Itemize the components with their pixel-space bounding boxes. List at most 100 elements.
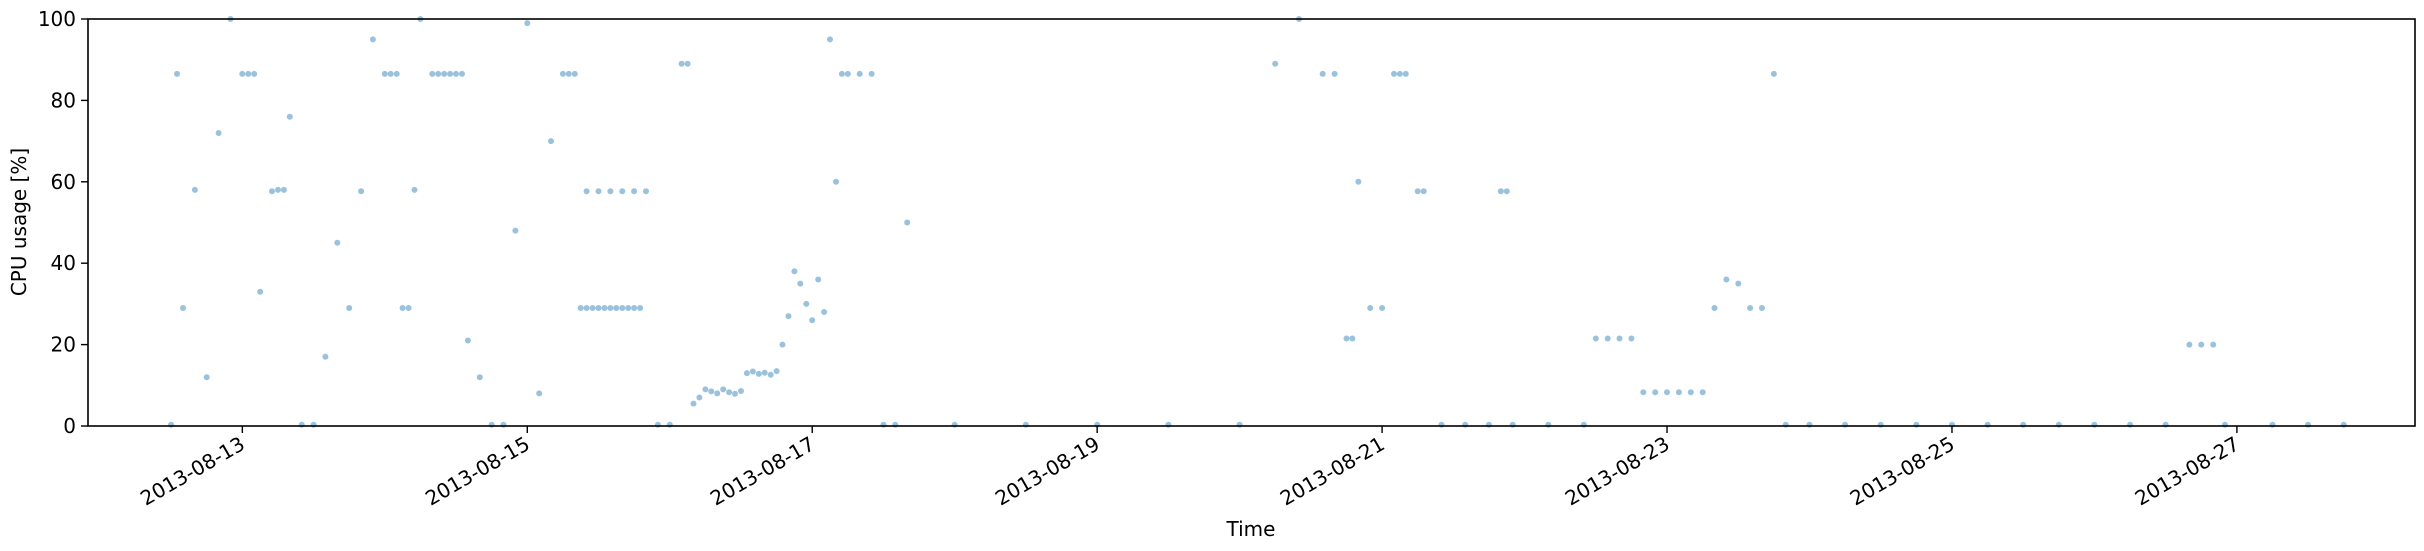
- data-point: [1414, 188, 1421, 195]
- data-point: [1664, 389, 1670, 396]
- data-point: [322, 353, 329, 360]
- data-point: [1272, 60, 1279, 67]
- data-point: [595, 188, 602, 195]
- data-point: [411, 186, 418, 193]
- data-point: [387, 70, 394, 77]
- data-point: [2091, 421, 2098, 428]
- data-point: [1747, 305, 1754, 311]
- x-tick-label: 2013-08-19: [991, 432, 1104, 511]
- data-point: [654, 421, 661, 428]
- data-point: [797, 280, 804, 287]
- x-tick-label: 2013-08-21: [1276, 432, 1389, 511]
- data-point: [2340, 421, 2347, 428]
- data-point: [2269, 421, 2276, 428]
- data-point: [464, 337, 471, 344]
- data-point: [548, 138, 554, 145]
- data-point: [2162, 421, 2169, 428]
- data-point: [393, 70, 400, 77]
- data-point: [369, 36, 376, 43]
- data-point: [809, 317, 816, 324]
- data-point: [1509, 421, 1516, 428]
- data-point: [251, 70, 258, 77]
- data-point: [2305, 421, 2312, 428]
- data-point: [565, 70, 572, 77]
- x-axis: 2013-08-13 2013-08-15 2013-08-17 2013-08-19…: [136, 426, 2243, 510]
- data-point: [1877, 421, 1884, 428]
- data-point: [1687, 389, 1694, 396]
- y-tick-label: 20: [51, 333, 76, 357]
- data-point: [1806, 421, 1813, 428]
- data-point: [785, 313, 792, 320]
- y-tick-label: 0: [63, 414, 76, 438]
- data-point: [476, 374, 483, 381]
- data-point: [429, 70, 436, 77]
- data-point: [381, 70, 388, 77]
- data-point: [904, 219, 911, 226]
- data-point: [732, 390, 738, 397]
- data-point: [868, 70, 875, 77]
- data-point: [275, 186, 281, 193]
- data-point: [168, 421, 175, 428]
- data-point: [203, 374, 210, 381]
- data-point: [833, 178, 839, 185]
- y-tick-label: 80: [51, 88, 76, 112]
- data-point: [399, 305, 406, 311]
- x-tick-label: 2013-08-27: [2131, 432, 2244, 511]
- x-tick-label: 2013-08-23: [1561, 432, 1674, 511]
- data-point: [625, 305, 632, 311]
- data-point: [1711, 305, 1718, 311]
- data-point: [637, 305, 644, 311]
- data-point: [1770, 70, 1777, 77]
- data-point: [298, 421, 305, 428]
- y-tick-label: 60: [51, 170, 76, 194]
- y-axis: 0 20 40 60 80 100: [38, 7, 88, 438]
- data-point: [738, 388, 744, 394]
- data-point: [1652, 389, 1659, 396]
- data-point: [803, 300, 810, 307]
- data-point: [714, 390, 721, 397]
- data-point: [1913, 421, 1920, 428]
- data-point: [690, 400, 697, 407]
- data-point: [269, 188, 275, 195]
- data-point: [1396, 70, 1403, 77]
- data-point: [684, 60, 691, 67]
- data-point: [1497, 188, 1504, 195]
- y-axis-label: CPU usage [%]: [7, 148, 31, 296]
- data-point: [180, 305, 186, 311]
- data-point: [512, 227, 519, 234]
- data-point: [583, 188, 590, 195]
- data-point: [257, 288, 264, 295]
- data-point: [1640, 389, 1647, 396]
- data-point: [346, 305, 353, 311]
- data-point: [696, 394, 703, 401]
- data-point: [1723, 276, 1730, 283]
- data-point: [500, 421, 507, 428]
- data-point: [571, 70, 578, 77]
- data-point: [880, 421, 887, 428]
- data-point: [447, 70, 454, 77]
- data-point: [245, 70, 252, 77]
- data-point: [1355, 178, 1362, 185]
- x-tick-label: 2013-08-17: [706, 432, 819, 511]
- data-point: [1349, 335, 1356, 342]
- data-point: [767, 371, 774, 378]
- data-point: [2127, 421, 2134, 428]
- data-point: [856, 70, 863, 77]
- data-point: [1503, 188, 1510, 195]
- data-point: [613, 305, 620, 311]
- data-point: [1984, 421, 1991, 428]
- data-point: [1236, 421, 1243, 428]
- data-point: [405, 305, 412, 311]
- data-point: [631, 305, 638, 311]
- data-point: [286, 113, 293, 120]
- data-points: [168, 16, 2347, 428]
- data-point: [174, 70, 180, 77]
- data-point: [239, 70, 246, 77]
- data-point: [702, 386, 709, 393]
- data-point: [1331, 70, 1338, 77]
- data-point: [821, 309, 828, 315]
- y-tick-label: 100: [38, 7, 76, 31]
- data-point: [619, 305, 626, 311]
- data-point: [280, 186, 287, 193]
